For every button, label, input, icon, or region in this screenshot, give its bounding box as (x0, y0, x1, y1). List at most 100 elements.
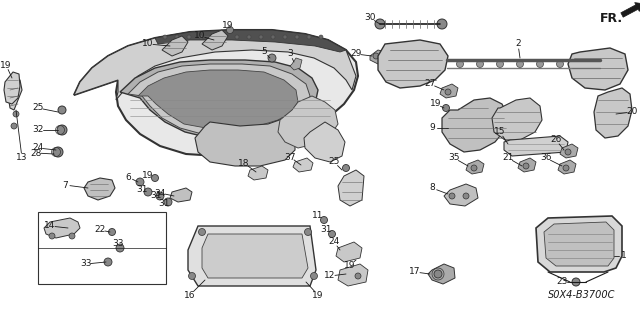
Text: 10: 10 (142, 39, 154, 49)
Circle shape (442, 105, 449, 111)
Text: 15: 15 (494, 127, 506, 137)
Text: 3: 3 (287, 50, 293, 59)
Polygon shape (195, 118, 295, 166)
Circle shape (375, 19, 385, 29)
Text: 34: 34 (154, 188, 166, 197)
Circle shape (152, 174, 159, 181)
Circle shape (565, 149, 571, 155)
Polygon shape (278, 96, 338, 148)
Polygon shape (594, 88, 632, 138)
Text: 13: 13 (16, 154, 28, 163)
Text: 17: 17 (409, 268, 420, 276)
FancyArrow shape (621, 3, 640, 17)
Circle shape (477, 60, 483, 68)
Polygon shape (138, 70, 298, 128)
Circle shape (227, 27, 234, 34)
Polygon shape (492, 98, 542, 140)
Circle shape (104, 258, 112, 266)
Circle shape (319, 35, 323, 39)
Text: 23: 23 (556, 277, 568, 286)
Text: 36: 36 (540, 154, 552, 163)
Circle shape (305, 228, 312, 236)
Circle shape (223, 35, 227, 39)
Text: 8: 8 (429, 183, 435, 193)
Circle shape (328, 230, 335, 237)
Text: 35: 35 (448, 154, 460, 163)
Text: 2: 2 (515, 39, 521, 49)
Circle shape (136, 178, 144, 186)
Text: 26: 26 (550, 135, 562, 145)
Text: 19: 19 (222, 21, 234, 30)
Polygon shape (74, 30, 358, 156)
Text: 18: 18 (238, 158, 250, 167)
Text: 31: 31 (320, 226, 332, 235)
Text: 33: 33 (80, 260, 92, 268)
Circle shape (49, 233, 55, 239)
Circle shape (373, 53, 379, 59)
Polygon shape (518, 158, 536, 172)
Text: 25: 25 (32, 103, 44, 113)
Polygon shape (293, 158, 313, 172)
Circle shape (572, 278, 580, 286)
Circle shape (247, 35, 251, 39)
Text: 31: 31 (150, 191, 162, 201)
Polygon shape (8, 78, 22, 110)
Circle shape (437, 19, 447, 29)
Circle shape (307, 35, 311, 39)
Circle shape (536, 60, 543, 68)
Circle shape (577, 60, 584, 68)
Polygon shape (128, 64, 310, 136)
Text: 5: 5 (261, 47, 267, 57)
Circle shape (144, 188, 152, 196)
Polygon shape (378, 40, 448, 88)
Polygon shape (170, 188, 192, 202)
Circle shape (175, 35, 179, 39)
Circle shape (156, 192, 164, 200)
Circle shape (516, 60, 524, 68)
Polygon shape (4, 72, 20, 104)
Text: 14: 14 (44, 221, 56, 230)
Circle shape (434, 270, 442, 278)
Text: 7: 7 (62, 180, 68, 189)
Text: 24: 24 (33, 143, 44, 153)
Polygon shape (544, 222, 614, 266)
Circle shape (321, 217, 328, 223)
Polygon shape (444, 184, 478, 206)
Circle shape (557, 60, 563, 68)
Polygon shape (370, 50, 386, 64)
Circle shape (471, 165, 477, 171)
Polygon shape (202, 30, 228, 50)
Polygon shape (338, 170, 364, 206)
Text: 9: 9 (429, 124, 435, 132)
Polygon shape (558, 160, 576, 174)
Circle shape (449, 193, 455, 199)
Text: 6: 6 (125, 172, 131, 181)
Text: 19: 19 (430, 100, 442, 108)
Text: 30: 30 (364, 13, 376, 22)
Polygon shape (162, 36, 188, 56)
Circle shape (563, 165, 569, 171)
Text: 19: 19 (344, 260, 356, 269)
Text: 31: 31 (158, 198, 170, 207)
Circle shape (235, 35, 239, 39)
Circle shape (268, 54, 276, 62)
Text: 11: 11 (312, 212, 324, 220)
Polygon shape (44, 218, 80, 238)
Text: 16: 16 (184, 291, 196, 300)
Circle shape (187, 35, 191, 39)
Polygon shape (336, 242, 362, 262)
Text: 22: 22 (94, 226, 106, 235)
Text: 1: 1 (621, 252, 627, 260)
Circle shape (445, 89, 451, 95)
Circle shape (164, 198, 172, 206)
Circle shape (355, 273, 361, 279)
Polygon shape (120, 60, 318, 138)
Text: 19: 19 (142, 171, 154, 180)
Circle shape (497, 60, 504, 68)
Polygon shape (504, 136, 568, 156)
Circle shape (116, 244, 124, 252)
Polygon shape (536, 216, 622, 272)
Polygon shape (304, 122, 345, 162)
Polygon shape (188, 226, 316, 286)
Text: 29: 29 (350, 50, 362, 59)
